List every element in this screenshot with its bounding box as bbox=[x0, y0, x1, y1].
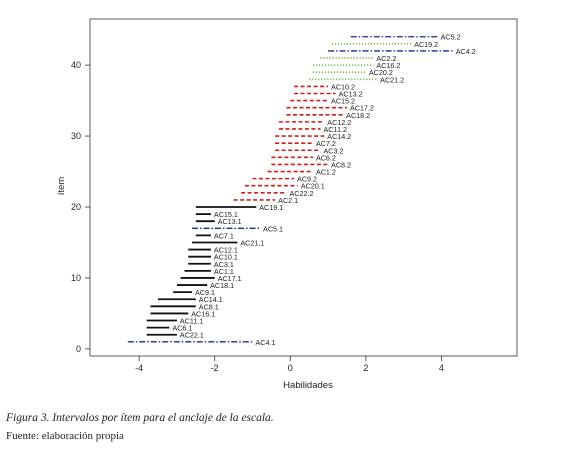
x-tick-label: 0 bbox=[288, 363, 293, 373]
interval-label: AC6.1 bbox=[172, 324, 192, 333]
interval-label: AC22.1 bbox=[180, 331, 204, 340]
x-tick-label: 2 bbox=[363, 363, 368, 373]
interval-label: AC2.2 bbox=[376, 54, 396, 63]
interval-label: AC1.1 bbox=[214, 267, 234, 276]
interval-label: AC20.1 bbox=[301, 182, 325, 191]
interval-label: AC18.2 bbox=[346, 111, 370, 120]
plot-frame bbox=[89, 18, 518, 357]
interval-label: AC8.2 bbox=[331, 160, 351, 169]
interval-label: AC3.2 bbox=[324, 146, 344, 155]
interval-label: AC5.2 bbox=[441, 33, 461, 42]
interval-label: AC7.1 bbox=[214, 231, 234, 240]
interval-label: AC8.1 bbox=[199, 302, 219, 311]
x-tick-label: 4 bbox=[439, 363, 444, 373]
interval-label: AC13.1 bbox=[218, 217, 242, 226]
interval-label: AC13.2 bbox=[339, 89, 363, 98]
interval-label: AC5.1 bbox=[263, 224, 283, 233]
interval-label: AC11.2 bbox=[324, 125, 347, 134]
interval-label: AC18.1 bbox=[210, 281, 234, 290]
interval-label: AC4.1 bbox=[255, 338, 275, 347]
interval-label: AC20.2 bbox=[369, 68, 393, 77]
interval-label: AC19.1 bbox=[259, 203, 283, 212]
figure-source: Fuente: elaboración propia bbox=[6, 430, 124, 442]
interval-label: AC14.1 bbox=[199, 295, 223, 304]
y-tick-label: 10 bbox=[71, 273, 81, 283]
interval-label: AC17.1 bbox=[218, 274, 242, 283]
interval-label: AC2.1 bbox=[278, 196, 298, 205]
interval-label: AC17.2 bbox=[350, 104, 374, 113]
interval-label: AC21.1 bbox=[240, 238, 264, 247]
interval-label: AC1.2 bbox=[316, 168, 336, 177]
interval-label: AC10.2 bbox=[331, 82, 355, 91]
x-tick-label: -2 bbox=[211, 363, 219, 373]
figure-caption: Figura 3. Intervalos por ítem para el an… bbox=[6, 412, 274, 424]
interval-label: AC10.1 bbox=[214, 253, 238, 262]
interval-label: AC16.2 bbox=[376, 61, 400, 70]
interval-label: AC6.2 bbox=[316, 153, 336, 162]
interval-label: AC12.1 bbox=[214, 246, 238, 255]
interval-label: AC15.1 bbox=[214, 210, 238, 219]
interval-label: AC7.2 bbox=[316, 139, 336, 148]
interval-label: AC12.2 bbox=[327, 118, 351, 127]
interval-label: AC19.2 bbox=[414, 40, 438, 49]
y-tick-label: 0 bbox=[76, 344, 81, 354]
interval-label: AC22.2 bbox=[289, 189, 313, 198]
interval-label: AC3.1 bbox=[214, 260, 234, 269]
interval-label: AC9.1 bbox=[195, 288, 215, 297]
x-axis-label: Habilidades bbox=[283, 380, 333, 391]
interval-label: AC14.2 bbox=[327, 132, 351, 141]
interval-label: AC16.1 bbox=[191, 309, 215, 318]
interval-label: AC9.2 bbox=[297, 175, 317, 184]
interval-label: AC21.2 bbox=[380, 75, 404, 84]
interval-label: AC4.2 bbox=[456, 47, 476, 56]
x-tick-label: -4 bbox=[135, 363, 143, 373]
y-axis-label: ítem bbox=[56, 177, 67, 196]
interval-label: AC11.1 bbox=[180, 317, 203, 326]
interval-label: AC15.2 bbox=[331, 97, 355, 106]
y-tick-label: 40 bbox=[71, 60, 81, 70]
y-tick-label: 30 bbox=[71, 131, 81, 141]
y-tick-label: 20 bbox=[71, 202, 81, 212]
